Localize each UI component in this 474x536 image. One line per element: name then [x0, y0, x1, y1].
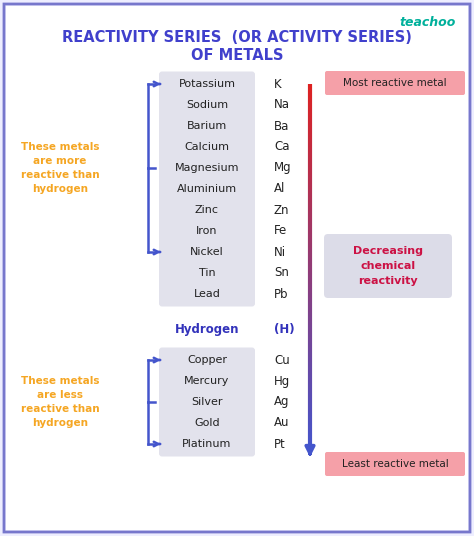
Text: K: K: [274, 78, 282, 91]
Text: Na: Na: [274, 99, 290, 111]
FancyBboxPatch shape: [325, 71, 465, 95]
Text: Mercury: Mercury: [184, 376, 230, 386]
Text: Iron: Iron: [196, 226, 218, 236]
Text: Aluminium: Aluminium: [177, 184, 237, 194]
Text: Fe: Fe: [274, 225, 287, 237]
FancyBboxPatch shape: [159, 135, 255, 160]
FancyBboxPatch shape: [159, 197, 255, 222]
Text: Platinum: Platinum: [182, 439, 232, 449]
Text: teachoo: teachoo: [400, 16, 456, 29]
FancyBboxPatch shape: [159, 240, 255, 264]
Text: Tin: Tin: [199, 268, 215, 278]
FancyBboxPatch shape: [159, 347, 255, 373]
Text: Silver: Silver: [191, 397, 223, 407]
FancyBboxPatch shape: [159, 411, 255, 435]
Text: Cu: Cu: [274, 354, 290, 367]
Text: Potassium: Potassium: [179, 79, 236, 89]
Text: Copper: Copper: [187, 355, 227, 365]
Text: Ag: Ag: [274, 396, 290, 408]
Text: Gold: Gold: [194, 418, 220, 428]
FancyBboxPatch shape: [159, 93, 255, 117]
Text: (H): (H): [274, 323, 295, 336]
Text: Barium: Barium: [187, 121, 227, 131]
Text: Nickel: Nickel: [190, 247, 224, 257]
Text: These metals
are less
reactive than
hydrogen: These metals are less reactive than hydr…: [21, 376, 100, 428]
Text: Sn: Sn: [274, 266, 289, 279]
Text: Least reactive metal: Least reactive metal: [342, 459, 448, 469]
FancyBboxPatch shape: [324, 234, 452, 298]
Text: OF METALS: OF METALS: [191, 48, 283, 63]
Text: Pt: Pt: [274, 437, 286, 450]
Text: These metals
are more
reactive than
hydrogen: These metals are more reactive than hydr…: [21, 142, 100, 194]
Text: Lead: Lead: [193, 289, 220, 299]
Text: Ba: Ba: [274, 120, 289, 132]
Text: Decreasing
chemical
reactivity: Decreasing chemical reactivity: [353, 246, 423, 286]
Text: Pb: Pb: [274, 287, 289, 301]
FancyBboxPatch shape: [159, 71, 255, 96]
FancyBboxPatch shape: [159, 369, 255, 393]
Text: Magnesium: Magnesium: [175, 163, 239, 173]
FancyBboxPatch shape: [159, 390, 255, 414]
FancyBboxPatch shape: [325, 452, 465, 476]
Text: Zn: Zn: [274, 204, 290, 217]
FancyBboxPatch shape: [159, 155, 255, 181]
Text: Zinc: Zinc: [195, 205, 219, 215]
Text: Calcium: Calcium: [184, 142, 229, 152]
Text: Sodium: Sodium: [186, 100, 228, 110]
FancyBboxPatch shape: [159, 114, 255, 138]
FancyBboxPatch shape: [159, 219, 255, 243]
FancyBboxPatch shape: [4, 4, 470, 532]
Text: Ni: Ni: [274, 245, 286, 258]
Text: Au: Au: [274, 416, 290, 429]
FancyBboxPatch shape: [159, 176, 255, 202]
Text: Mg: Mg: [274, 161, 292, 175]
Text: Hg: Hg: [274, 375, 290, 388]
Text: Most reactive metal: Most reactive metal: [343, 78, 447, 88]
FancyBboxPatch shape: [159, 431, 255, 457]
Text: REACTIVITY SERIES  (OR ACTIVITY SERIES): REACTIVITY SERIES (OR ACTIVITY SERIES): [62, 31, 412, 46]
FancyBboxPatch shape: [159, 260, 255, 286]
FancyBboxPatch shape: [159, 281, 255, 307]
Text: Hydrogen: Hydrogen: [175, 323, 239, 336]
FancyBboxPatch shape: [6, 6, 468, 530]
Text: Al: Al: [274, 182, 285, 196]
Text: Ca: Ca: [274, 140, 290, 153]
